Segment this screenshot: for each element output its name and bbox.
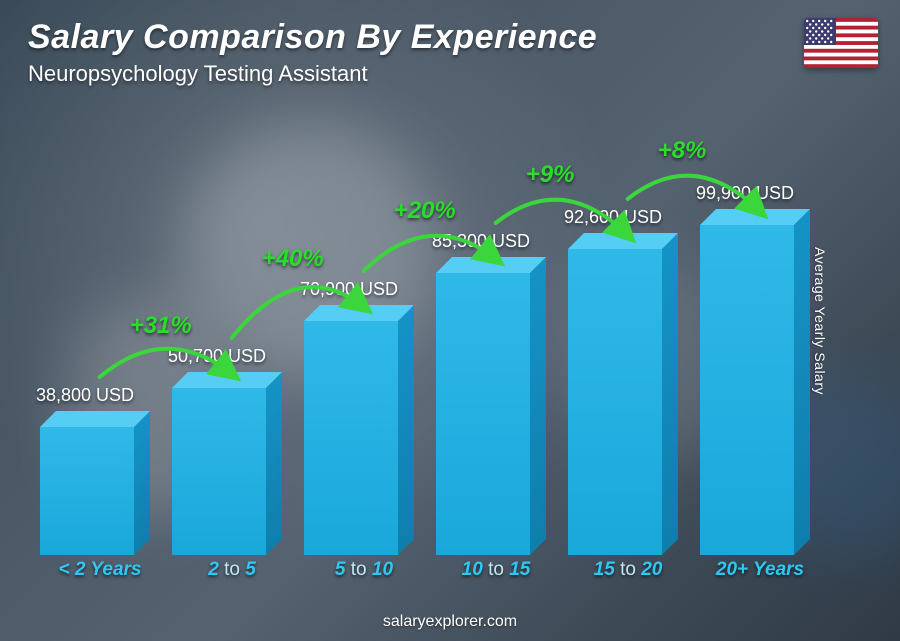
source-attribution: salaryexplorer.com (383, 613, 517, 631)
header: Salary Comparison By Experience Neuropsy… (28, 18, 780, 87)
bar-chart: < 2 Years38,800 USD2 to 550,700 USD5 to … (40, 150, 840, 581)
flag-us-icon (804, 18, 878, 68)
page-subtitle: Neuropsychology Testing Assistant (28, 61, 780, 87)
page-title: Salary Comparison By Experience (28, 18, 780, 57)
percent-increase-label: +8% (658, 137, 707, 165)
increase-arrow-icon (40, 150, 900, 581)
stage: Salary Comparison By Experience Neuropsy… (0, 0, 900, 641)
